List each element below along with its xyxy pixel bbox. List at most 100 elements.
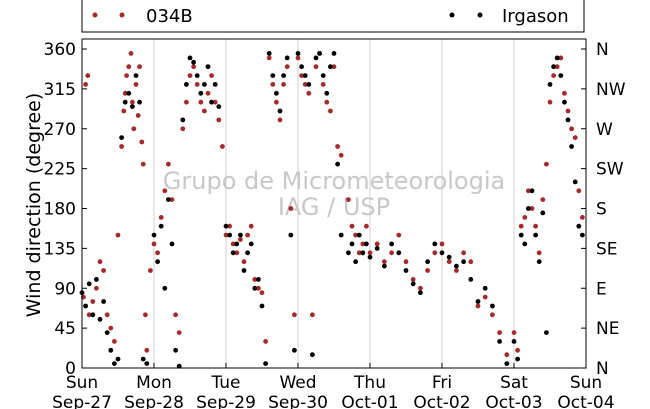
data-point [266,51,272,56]
data-point [374,246,380,251]
legend-marker-034b [92,12,98,18]
data-point [140,161,146,167]
data-point [184,99,189,105]
data-point [389,241,394,247]
data-point [468,259,474,265]
data-point [155,250,161,256]
data-point [148,268,153,273]
data-point [331,64,337,70]
data-point [205,90,211,96]
y-tick-label: 270 [44,120,76,140]
data-point [536,259,542,265]
data-point [558,55,564,61]
data-point [529,188,535,194]
data-point [122,99,128,105]
grid-lines [153,39,515,368]
data-point [533,232,538,238]
data-point [418,290,423,296]
data-point [158,215,164,220]
compass-tick-label: N [596,359,609,379]
data-point [121,108,127,114]
data-point [126,90,132,96]
data-point [439,241,445,247]
data-point [130,99,135,105]
data-point [324,99,330,105]
data-point [540,210,546,216]
data-point [338,152,344,158]
data-point [288,232,294,238]
data-point [482,294,488,300]
data-point [112,361,117,366]
legend-label-irgason: Irgason [502,6,569,27]
compass-tick-label: SW [596,160,624,180]
data-point [572,179,578,185]
compass-tick-label: SE [596,239,618,259]
data-point [482,285,488,291]
data-point [356,232,362,238]
data-point [259,290,265,296]
data-point [299,73,304,78]
data-point [526,206,531,211]
data-point [320,82,326,87]
data-point [410,281,416,287]
data-point [284,64,290,70]
data-point [94,277,99,282]
data-point [133,73,139,78]
data-point [176,330,182,335]
data-point [162,188,168,194]
data-point [313,55,319,61]
data-point [104,330,110,335]
legend-marker-034b [119,12,125,18]
data-point [85,73,91,78]
data-point [454,268,459,273]
data-point [529,206,535,211]
data-point [497,339,502,344]
data-point [216,104,222,109]
legend-box [81,0,585,33]
data-point [252,285,258,291]
data-point [367,254,373,260]
data-point [128,51,134,56]
data-point [306,90,312,96]
data-point [281,73,286,78]
x-tick-day: Sun [570,373,602,393]
data-point [335,161,340,167]
data-point [212,99,218,105]
data-point [511,330,517,335]
data-point [198,90,204,96]
data-point [101,299,106,304]
data-point [126,64,132,70]
data-point [144,361,150,366]
data-point [256,277,261,282]
data-point [551,64,556,70]
data-point [227,223,233,229]
data-point [151,241,157,247]
data-point [115,356,121,362]
data-point [191,59,197,65]
data-point [353,259,358,265]
y-tick-label: 360 [44,40,76,60]
data-point [274,90,279,96]
compass-tick-label: N [596,40,609,60]
x-tick-date: Sep-30 [268,393,328,409]
x-tick-date: Oct-03 [485,393,542,409]
data-point [504,361,510,366]
legend: 034B Irgason [81,0,585,33]
series-034b [81,51,585,358]
data-point [522,241,528,247]
data-point [234,250,240,256]
data-point [346,250,351,256]
data-point [184,82,189,87]
data-point [468,277,474,282]
data-point [576,223,582,229]
y-tick-label: 225 [44,160,76,180]
data-point [90,299,96,304]
data-point [158,223,164,229]
data-point [131,126,137,132]
data-point [83,303,88,309]
y-tick-label: 0 [65,359,76,379]
data-point [173,347,179,353]
data-point [259,303,265,309]
data-point [202,108,207,114]
x-tick-day: Thu [353,373,386,393]
